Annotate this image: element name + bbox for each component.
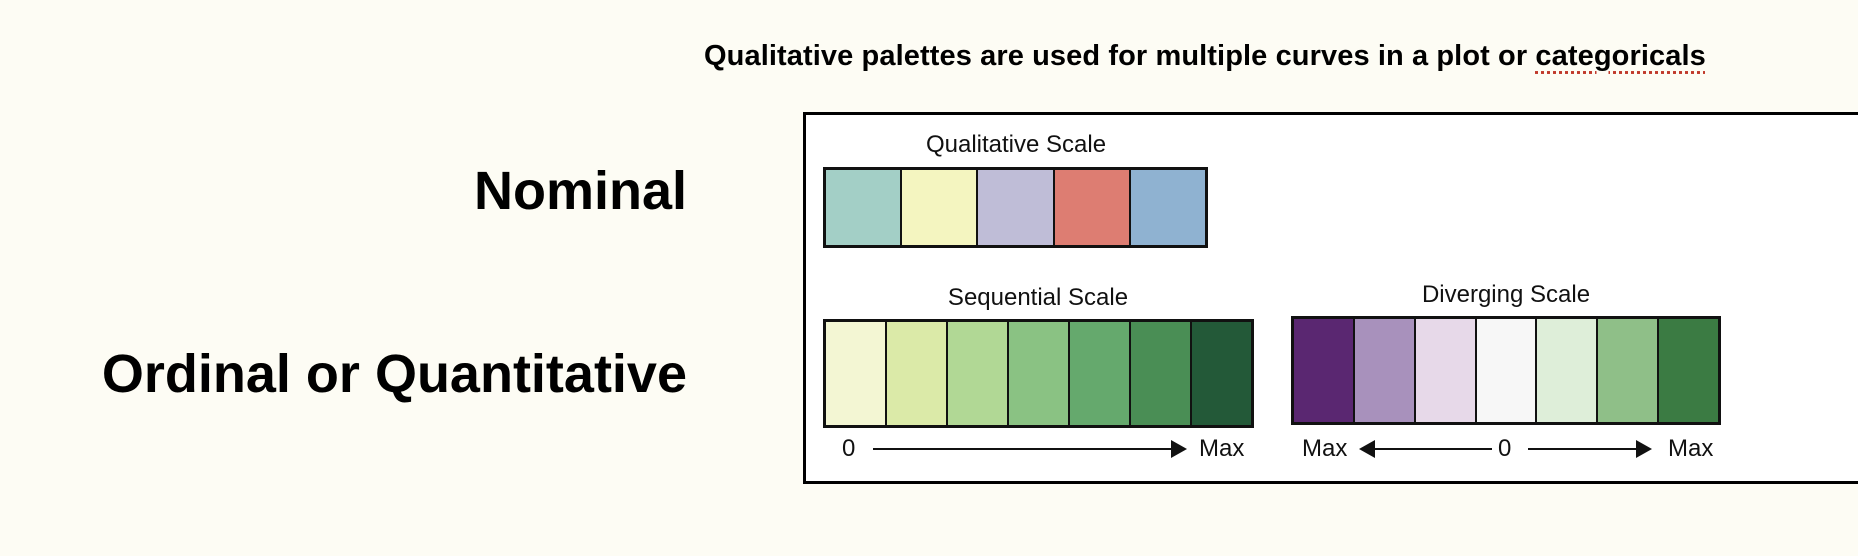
diverging-left-arrow-line: [1373, 448, 1492, 450]
sequential-scale-swatch-1: [826, 322, 887, 425]
sequential-scale-title: Sequential Scale: [947, 284, 1129, 311]
diverging-right-label: Max: [1668, 435, 1714, 462]
diverging-scale-title: Diverging Scale: [1421, 281, 1591, 308]
sequential-scale-swatch-5: [1070, 322, 1131, 425]
diverging-left-arrow-head: [1359, 440, 1375, 458]
sequential-end-label: Max: [1199, 435, 1245, 462]
diverging-left-label: Max: [1302, 435, 1348, 462]
qualitative-scale-swatch-1: [826, 170, 903, 245]
qualitative-scale-swatch-4: [1054, 170, 1131, 245]
sequential-start-label: 0: [842, 435, 856, 462]
sequential-arrow-head: [1171, 440, 1187, 458]
sequential-scale-swatch-4: [1009, 322, 1070, 425]
diverging-scale-swatch-5: [1537, 319, 1599, 422]
sequential-scale-swatch-2: [887, 322, 948, 425]
qualitative-scale-title: Qualitative Scale: [925, 131, 1107, 158]
sequential-scale-swatch-3: [948, 322, 1009, 425]
sequential-scale-strip: [823, 319, 1254, 428]
spellcheck-flagged-word: categoricals: [1535, 40, 1706, 72]
diverging-scale-swatch-3: [1415, 319, 1477, 422]
diverging-right-arrow-head: [1636, 440, 1652, 458]
diverging-center-label: 0: [1498, 435, 1512, 462]
ordinal-quantitative-label: Ordinal or Quantitative: [101, 344, 687, 404]
figure-caption: Qualitative palettes are used for multip…: [704, 40, 1706, 73]
diverging-right-arrow-line: [1528, 448, 1638, 450]
qualitative-scale-swatch-3: [978, 170, 1055, 245]
qualitative-scale-strip: [823, 167, 1208, 248]
diverging-scale-strip: [1291, 316, 1721, 425]
qualitative-scale-swatch-5: [1130, 170, 1206, 245]
diverging-scale-swatch-4: [1476, 319, 1538, 422]
nominal-label: Nominal: [473, 161, 687, 221]
diverging-scale-swatch-1: [1294, 319, 1355, 422]
color-scales-figure: Qualitative Scale Sequential Scale 0 Max…: [803, 112, 1858, 484]
caption-text: Qualitative palettes are used for multip…: [704, 40, 1536, 72]
sequential-scale-swatch-6: [1131, 322, 1192, 425]
diverging-scale-swatch-2: [1354, 319, 1416, 422]
sequential-scale-swatch-7: [1192, 322, 1251, 425]
diverging-scale-swatch-7: [1659, 319, 1719, 422]
sequential-arrow-line: [873, 448, 1173, 450]
qualitative-scale-swatch-2: [902, 170, 979, 245]
diverging-scale-swatch-6: [1598, 319, 1660, 422]
